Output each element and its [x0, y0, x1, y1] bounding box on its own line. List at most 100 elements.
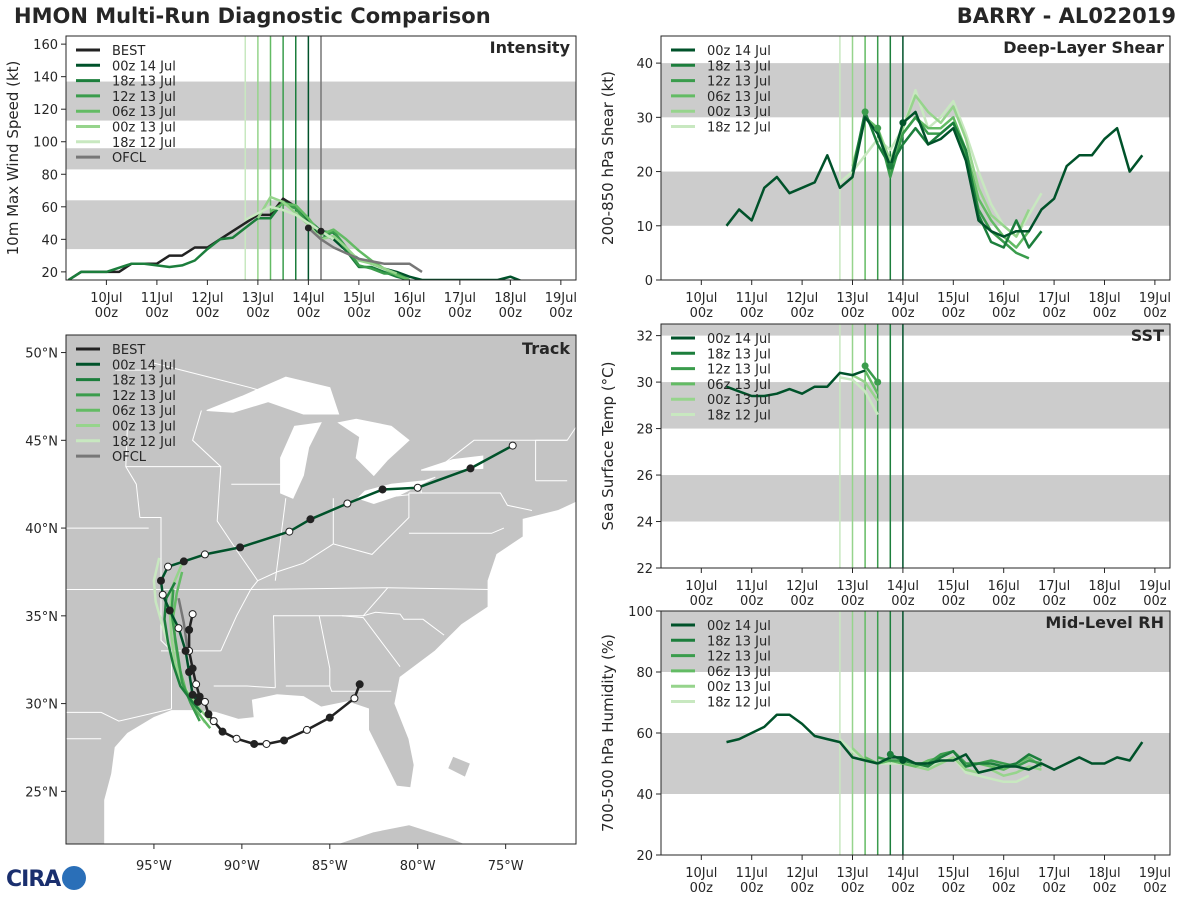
y-tick-label: 60 [41, 201, 58, 216]
series-line [726, 369, 866, 398]
data-point [874, 124, 882, 132]
x-tick-label: 11Jul [141, 291, 173, 306]
track-point [280, 736, 289, 745]
y-tick-label: 0 [645, 274, 653, 289]
x-tick-label: 00z [790, 881, 814, 896]
x-tick-label: 00z [196, 306, 220, 321]
land-mass [446, 755, 472, 778]
plot-frame [65, 334, 577, 845]
x-tick-label: 00z [992, 306, 1016, 321]
lake [280, 422, 322, 499]
track-point [188, 610, 197, 619]
y-axis-label: 10m Max Wind Speed (kt) [4, 61, 22, 256]
x-tick-label: 00z [95, 306, 119, 321]
y-tick-label: 160 [33, 38, 58, 53]
y-tick-label: 32 [636, 330, 653, 345]
x-tick-label: 14Jul [292, 291, 324, 306]
track-point [158, 590, 167, 599]
x-tick-label: 15Jul [343, 291, 375, 306]
panel-title: Intensity [490, 38, 571, 57]
x-tick-label: 00z [499, 306, 523, 321]
x-tick-label: 00z [1042, 881, 1066, 896]
x-tick-label: 00z [740, 594, 764, 609]
track-point [302, 725, 311, 734]
x-tick-label: 00z [1143, 594, 1167, 609]
x-tick-label: 18Jul [494, 291, 526, 306]
legend-label: 06z 13 Jul [707, 378, 771, 393]
legend-label: 06z 13 Jul [707, 665, 771, 680]
state-border [285, 615, 331, 687]
x-tick-label: 13Jul [242, 291, 274, 306]
legend-label: OFCL [112, 151, 147, 166]
x-tick-label: 18Jul [1088, 291, 1120, 306]
track-point [174, 624, 183, 633]
x-tick-label: 14Jul [887, 579, 919, 594]
legend-label: 18z 12 Jul [707, 121, 771, 136]
x-tick-label: 19Jul [545, 291, 577, 306]
x-tick-label: 18Jul [1088, 579, 1120, 594]
x-tick-label: 00z [549, 306, 573, 321]
x-tick-label: 14Jul [887, 866, 919, 881]
lat-tick-label: 50°N [25, 347, 58, 362]
data-point [899, 756, 907, 764]
lat-tick-label: 35°N [25, 610, 58, 625]
state-border [66, 708, 172, 722]
x-tick-label: 14Jul [887, 291, 919, 306]
x-tick-label: 00z [690, 594, 714, 609]
y-tick-label: 10 [636, 220, 653, 235]
lon-tick-label: 95°W [136, 859, 172, 874]
state-border [161, 587, 490, 590]
x-tick-label: 00z [1042, 594, 1066, 609]
lat-tick-label: 45°N [25, 434, 58, 449]
land-mass [335, 824, 467, 844]
legend-label: 12z 13 Jul [707, 75, 771, 90]
x-tick-label: 00z [942, 306, 966, 321]
y-tick-label: 100 [628, 605, 653, 620]
x-tick-label: 00z [740, 881, 764, 896]
track-point [209, 717, 218, 726]
x-tick-label: 00z [1093, 306, 1117, 321]
x-tick-label: 00z [942, 594, 966, 609]
globe-icon [62, 866, 87, 890]
x-tick-label: 00z [790, 306, 814, 321]
intensity-panel: 2040608010012014016010Jul00z11Jul00z12Ju… [4, 35, 577, 321]
track-point [378, 485, 387, 494]
legend-label: 00z 13 Jul [707, 680, 771, 695]
legend-label: OFCL [112, 450, 147, 465]
legend-label: 18z 12 Jul [112, 136, 176, 151]
track-point [218, 727, 227, 736]
state-border [375, 494, 409, 499]
track-point [164, 562, 172, 571]
y-tick-label: 20 [636, 849, 653, 864]
y-tick-label: 24 [636, 516, 653, 531]
x-tick-label: 11Jul [736, 579, 768, 594]
shear-panel: 01020304010Jul00z11Jul00z12Jul00z13Jul00… [599, 35, 1171, 321]
legend-label: 00z 13 Jul [112, 420, 176, 435]
x-tick-label: 15Jul [937, 866, 969, 881]
x-tick-label: 15Jul [937, 579, 969, 594]
legend-label: 06z 13 Jul [112, 105, 176, 120]
lake [337, 418, 410, 477]
lake [356, 476, 436, 505]
state-border [115, 362, 334, 413]
state-border [342, 615, 401, 668]
series-line [839, 376, 879, 416]
series-line [725, 110, 1144, 238]
y-tick-label: 40 [636, 57, 653, 72]
track-point [236, 543, 245, 552]
track-point [350, 694, 359, 703]
page-title: HMON Multi-Run Diagnostic Comparison [14, 4, 491, 28]
x-tick-label: 18Jul [1088, 866, 1120, 881]
x-tick-label: 17Jul [1038, 579, 1070, 594]
x-tick-label: 15Jul [937, 291, 969, 306]
y-tick-label: 40 [636, 788, 653, 803]
x-tick-label: 10Jul [685, 291, 717, 306]
x-tick-label: 13Jul [836, 866, 868, 881]
legend-label: 00z 14 Jul [112, 358, 176, 373]
track-point [285, 527, 294, 536]
state-border [421, 426, 576, 471]
x-tick-label: 12Jul [786, 291, 818, 306]
